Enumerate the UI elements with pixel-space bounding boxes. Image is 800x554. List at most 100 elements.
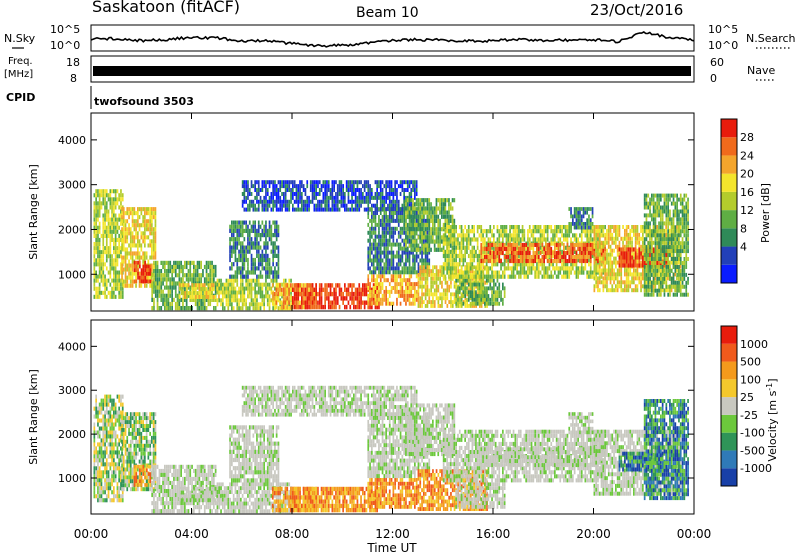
heat-cell xyxy=(451,206,454,211)
heat-cell xyxy=(340,188,343,192)
heat-cell xyxy=(453,237,456,242)
heat-cell xyxy=(282,287,285,292)
heat-cell xyxy=(392,286,395,290)
heat-cell xyxy=(394,199,396,204)
heat-cell xyxy=(118,213,120,218)
heat-cell xyxy=(234,270,237,275)
heat-cell xyxy=(464,278,466,283)
heat-cell xyxy=(467,278,470,283)
heat-cell xyxy=(344,199,346,204)
heat-cell xyxy=(131,207,134,212)
heat-cell xyxy=(279,184,282,189)
heat-cell xyxy=(467,237,470,242)
heat-cell xyxy=(247,249,249,254)
heat-cell xyxy=(169,285,172,290)
heat-cell xyxy=(265,233,267,238)
heat-cell xyxy=(247,207,249,212)
heat-cell xyxy=(129,263,132,268)
heat-cell xyxy=(424,198,427,203)
heat-cell xyxy=(131,239,134,244)
heat-cell xyxy=(118,233,120,238)
heat-cell xyxy=(394,274,396,279)
heat-cell xyxy=(405,198,407,203)
heat-cell xyxy=(444,292,447,297)
heat-cell xyxy=(464,258,466,263)
heat-cell xyxy=(216,290,219,295)
heat-cell xyxy=(241,278,244,283)
heat-cell xyxy=(116,237,119,242)
heat-cell xyxy=(105,201,108,206)
heat-cell xyxy=(270,207,273,212)
heat-cell xyxy=(401,270,404,275)
heat-cell xyxy=(426,247,429,252)
heat-cell xyxy=(566,229,569,234)
heat-cell xyxy=(257,220,260,225)
heat-cell xyxy=(518,241,520,246)
heat-cell xyxy=(421,250,423,255)
heat-cell xyxy=(564,270,567,275)
heat-cell xyxy=(573,237,576,242)
heat-cell xyxy=(331,195,334,200)
heat-cell xyxy=(120,217,122,222)
heat-cell xyxy=(131,275,134,280)
heat-cell xyxy=(277,195,280,200)
heat-cell xyxy=(120,201,122,206)
heat-cell xyxy=(353,283,355,288)
heat-cell xyxy=(266,302,269,307)
heat-cell xyxy=(347,207,350,212)
heat-cell xyxy=(455,304,458,308)
heat-cell xyxy=(270,270,273,275)
heat-cell xyxy=(113,246,115,251)
heat-cell xyxy=(98,286,101,291)
heat-cell xyxy=(301,291,303,297)
heat-cell xyxy=(284,283,287,288)
heat-cell xyxy=(118,225,120,230)
heat-cell xyxy=(358,207,361,212)
heat-cell xyxy=(158,285,161,290)
heat-cell xyxy=(448,218,450,223)
heat-cell xyxy=(417,273,420,277)
heat-cell xyxy=(387,215,389,219)
heat-cell xyxy=(308,291,310,297)
heat-cell xyxy=(275,220,278,225)
heat-cell xyxy=(209,297,212,302)
heat-cell xyxy=(543,262,545,267)
heat-cell xyxy=(97,262,99,267)
heat-cell xyxy=(142,207,144,212)
heat-cell xyxy=(512,225,515,230)
heat-cell xyxy=(376,250,378,255)
heat-cell xyxy=(154,211,157,216)
heat-cell xyxy=(131,215,134,220)
heat-cell xyxy=(114,262,117,267)
heat-cell xyxy=(149,207,151,212)
heat-cell xyxy=(410,222,413,228)
heat-cell xyxy=(503,294,506,298)
heat-cell xyxy=(203,287,206,292)
heat-cell xyxy=(367,188,370,192)
heat-cell xyxy=(485,233,488,238)
heat-cell xyxy=(349,184,352,189)
heat-cell xyxy=(484,297,486,302)
heat-cell xyxy=(118,237,120,242)
heat-cell xyxy=(432,273,434,277)
heat-cell xyxy=(419,235,422,240)
heat-cell xyxy=(317,207,319,212)
heat-cell xyxy=(245,270,247,275)
heat-cell xyxy=(284,188,287,192)
heat-cell xyxy=(394,188,396,192)
heat-cell xyxy=(412,198,414,203)
heat-cell xyxy=(412,184,414,189)
heat-cell xyxy=(428,231,431,236)
heat-cell xyxy=(173,281,175,286)
heat-cell xyxy=(270,228,273,233)
heat-cell xyxy=(326,296,328,301)
heat-cell xyxy=(283,278,285,283)
heat-cell xyxy=(104,250,106,255)
heat-cell xyxy=(421,296,423,301)
heat-cell xyxy=(457,262,459,267)
heat-cell xyxy=(399,192,402,196)
heat-cell xyxy=(241,224,244,229)
heat-cell xyxy=(290,287,292,292)
heat-cell xyxy=(195,283,197,288)
heat-cell xyxy=(376,254,378,259)
